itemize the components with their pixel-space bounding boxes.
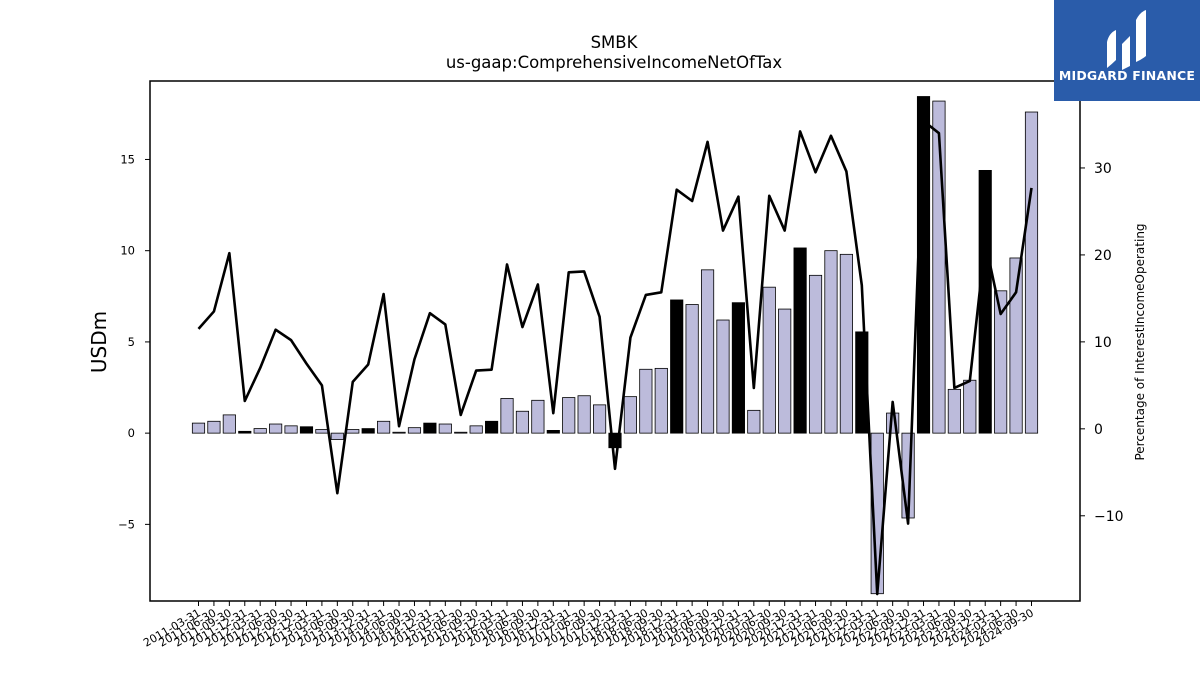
y2-tick-label: 20 xyxy=(1094,248,1112,264)
bars-layer xyxy=(191,96,1039,595)
bar-2019-12-31 xyxy=(731,302,745,434)
bar-2012-06-30 xyxy=(269,423,283,434)
bar-2020-12-31 xyxy=(793,247,807,434)
bar-2014-09-30 xyxy=(407,427,422,434)
bar-2012-03-31 xyxy=(253,428,267,434)
bar-2012-09-30 xyxy=(284,425,298,434)
bar-2017-06-30 xyxy=(577,395,591,434)
bar-2020-09-30 xyxy=(778,308,792,434)
y-tick-label: 10 xyxy=(120,244,135,258)
bar-2013-06-30 xyxy=(330,432,344,440)
bar-2023-09-30 xyxy=(963,379,977,434)
bar-2020-06-30 xyxy=(762,286,776,434)
bar-2015-09-30 xyxy=(469,425,483,434)
bar-2018-03-31 xyxy=(623,396,638,434)
bar-2018-06-30 xyxy=(639,368,653,434)
bar-2011-06-30 xyxy=(207,420,221,434)
bar-2019-03-31 xyxy=(685,304,699,434)
bar-2019-09-30 xyxy=(716,319,730,434)
left-axis-ticks: −5 0 5 10 15 xyxy=(118,152,150,531)
bar-2014-03-31 xyxy=(377,420,391,434)
bar-2014-12-31 xyxy=(423,422,437,434)
bar-2011-03-31 xyxy=(191,422,206,434)
bar-2013-12-31 xyxy=(361,428,375,434)
bar-2011-12-31 xyxy=(238,430,252,434)
brand-logo: MIDGARD FINANCE xyxy=(1054,0,1200,101)
y2-tick-label: 0 xyxy=(1094,422,1103,438)
bar-2013-03-31 xyxy=(315,429,329,434)
y-tick-label: 0 xyxy=(128,426,135,440)
bar-2023-06-30 xyxy=(947,388,961,434)
bar-2024-03-31 xyxy=(994,290,1008,434)
bar-2016-12-31 xyxy=(546,429,560,434)
bar-2024-06-30 xyxy=(1009,257,1023,434)
y-tick-label: −5 xyxy=(118,517,135,531)
bar-2024-09-30 xyxy=(1024,111,1039,434)
chart-subtitle: us-gaap:ComprehensiveIncomeNetOfTax xyxy=(446,53,783,72)
bar-2015-03-31 xyxy=(438,423,452,434)
y2-axis-label: Percentage of InterestIncomeOperating xyxy=(1133,223,1147,460)
y-tick-label: 15 xyxy=(120,152,135,166)
bar-2017-03-31 xyxy=(562,397,576,434)
bar-2013-09-30 xyxy=(346,429,360,434)
y-axis-label: USDm xyxy=(87,311,111,373)
chart-title: SMBK xyxy=(591,33,639,52)
bar-2021-03-31 xyxy=(808,274,823,434)
bar-2021-06-30 xyxy=(824,250,838,434)
bar-2016-06-30 xyxy=(515,410,530,434)
y-tick-label: 5 xyxy=(128,335,135,349)
bar-2016-03-31 xyxy=(500,398,514,434)
bar-2019-06-30 xyxy=(700,269,715,434)
y2-tick-label: −10 xyxy=(1094,509,1124,525)
bar-2017-09-30 xyxy=(593,404,607,434)
bar-2016-09-30 xyxy=(531,399,545,434)
bar-2015-12-31 xyxy=(485,420,499,434)
bar-2018-12-31 xyxy=(670,299,684,434)
bar-2021-09-30 xyxy=(839,253,853,434)
y2-tick-label: 30 xyxy=(1094,161,1112,177)
line-layer xyxy=(197,119,1033,596)
bar-2020-03-31 xyxy=(747,409,761,434)
y2-tick-label: 10 xyxy=(1094,335,1112,351)
line-series-percentage xyxy=(197,119,1033,596)
bar-2012-12-31 xyxy=(299,426,314,434)
bar-2015-06-30 xyxy=(454,431,468,434)
x-axis-ticks: 2011-03-312011-06-302011-09-302011-12-31… xyxy=(141,601,1036,650)
bar-2023-12-31 xyxy=(978,169,992,434)
bar-2018-09-30 xyxy=(654,367,668,434)
bar-2014-06-30 xyxy=(392,431,406,434)
midgard-logo-icon xyxy=(1107,10,1146,70)
right-axis-ticks: −10010203040 xyxy=(1080,74,1124,525)
bar-2011-09-30 xyxy=(222,414,236,434)
brand-name: MIDGARD FINANCE xyxy=(1058,68,1196,83)
